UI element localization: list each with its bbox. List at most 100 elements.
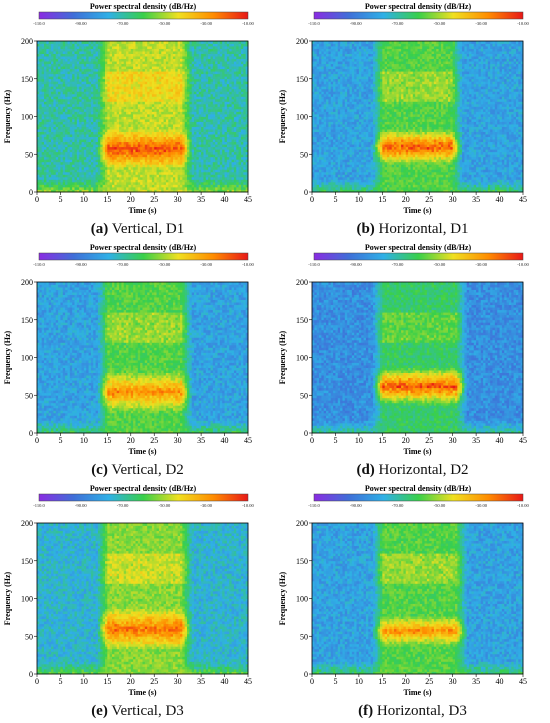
psd-cell xyxy=(196,186,200,190)
psd-cell xyxy=(226,76,230,80)
psd-cell xyxy=(100,68,104,72)
psd-cell xyxy=(58,98,61,102)
psd-cell xyxy=(83,154,87,158)
psd-cell xyxy=(226,131,230,135)
psd-cell xyxy=(154,166,157,170)
psd-cell xyxy=(226,51,230,54)
psd-cell xyxy=(109,63,113,67)
psd-cell xyxy=(51,171,54,175)
psd-cell xyxy=(187,76,190,80)
psd-cell xyxy=(191,48,195,52)
psd-cell xyxy=(196,46,200,49)
psd-cell xyxy=(208,63,211,67)
psd-cell xyxy=(114,101,118,105)
psd-cell xyxy=(41,48,45,52)
psd-cell xyxy=(104,66,108,70)
psd-cell xyxy=(62,48,66,52)
psd-cell xyxy=(112,106,115,110)
psd-cell xyxy=(149,126,153,130)
psd-cell xyxy=(93,71,97,75)
psd-cell xyxy=(74,73,78,77)
psd-cell xyxy=(44,116,47,120)
psd-cell xyxy=(79,51,82,54)
psd-cell xyxy=(175,154,179,158)
psd-cell xyxy=(184,113,188,117)
psd-cell xyxy=(172,83,176,87)
psd-cell xyxy=(107,176,111,180)
psd-cell xyxy=(67,169,71,173)
psd-cell xyxy=(60,164,64,168)
psd-cell xyxy=(93,161,97,165)
psd-cell xyxy=(140,103,143,107)
psd-cell xyxy=(81,119,85,122)
psd-cell xyxy=(142,144,146,148)
psd-cell xyxy=(69,91,73,95)
psd-cell xyxy=(123,164,127,168)
psd-cell xyxy=(130,184,134,188)
psd-cell xyxy=(219,181,223,185)
psd-cell xyxy=(182,83,186,87)
psd-cell xyxy=(203,146,207,150)
psd-cell xyxy=(140,161,143,165)
psd-cell xyxy=(88,154,92,158)
psd-cell xyxy=(177,136,181,140)
psd-cell xyxy=(191,166,195,170)
psd-cell xyxy=(194,154,197,158)
psd-cell xyxy=(123,93,127,97)
psd-cell xyxy=(83,51,87,54)
psd-cell xyxy=(149,56,153,60)
psd-cell xyxy=(55,146,59,150)
psd-cell xyxy=(158,124,162,127)
psd-cell xyxy=(187,58,190,62)
psd-cell xyxy=(130,83,134,87)
psd-cell xyxy=(86,116,89,120)
psd-cell xyxy=(102,141,106,145)
psd-cell xyxy=(208,176,211,180)
psd-cell xyxy=(210,41,214,44)
psd-cell xyxy=(86,73,89,77)
psd-cell xyxy=(100,159,104,163)
psd-cell xyxy=(114,151,118,155)
psd-cell xyxy=(126,126,129,130)
psd-cell xyxy=(229,78,232,82)
psd-cell xyxy=(154,71,157,75)
psd-cell xyxy=(83,144,87,148)
psd-cell xyxy=(58,116,61,120)
psd-cell xyxy=(168,154,172,158)
psd-cell xyxy=(107,91,111,95)
psd-cell xyxy=(165,161,169,165)
psd-cell xyxy=(41,151,45,155)
psd-cell xyxy=(151,98,155,102)
psd-cell xyxy=(187,48,190,52)
psd-cell xyxy=(41,186,45,190)
psd-cell xyxy=(212,134,216,138)
psd-cell xyxy=(112,136,115,140)
psd-cell xyxy=(172,71,176,75)
psd-cell xyxy=(55,159,59,163)
psd-cell xyxy=(180,141,183,145)
psd-cell xyxy=(156,46,160,49)
psd-cell xyxy=(53,101,57,105)
psd-cell xyxy=(161,53,164,57)
psd-cell xyxy=(187,116,190,120)
psd-cell xyxy=(72,71,75,75)
psd-cell xyxy=(93,119,97,122)
psd-cell xyxy=(90,73,94,77)
psd-cell xyxy=(72,96,75,100)
psd-cell xyxy=(100,156,104,160)
psd-cell xyxy=(126,144,129,148)
psd-cell xyxy=(161,116,164,120)
psd-cell xyxy=(121,93,125,97)
psd-cell xyxy=(158,46,162,49)
psd-cell xyxy=(79,56,82,60)
psd-cell xyxy=(114,111,118,115)
psd-cell xyxy=(46,73,50,77)
psd-cell xyxy=(187,111,190,115)
psd-cell xyxy=(147,139,150,143)
psd-cell xyxy=(175,56,179,60)
psd-cell xyxy=(121,46,125,49)
psd-cell xyxy=(109,56,113,60)
psd-cell xyxy=(180,83,183,87)
psd-cell xyxy=(58,46,61,49)
psd-cell xyxy=(48,46,52,49)
